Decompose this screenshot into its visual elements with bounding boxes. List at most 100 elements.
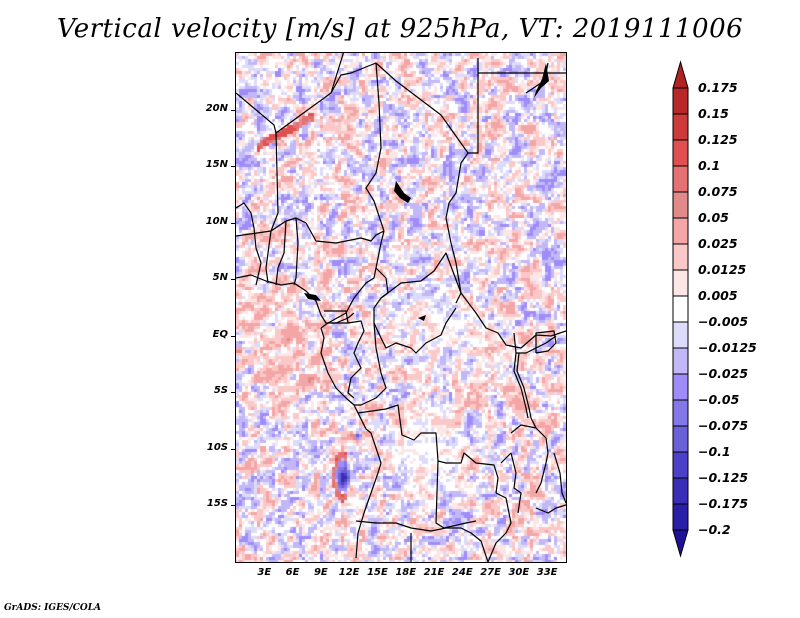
colorbar-label: 0.0125: [698, 262, 746, 277]
x-tick-label: 27E: [476, 567, 506, 578]
y-tick-mark: [231, 166, 235, 167]
border-line: [321, 328, 371, 433]
colorbar-label: 0.175: [698, 80, 738, 95]
border-line: [276, 221, 286, 285]
y-tick-label: EQ: [188, 329, 228, 340]
colorbar-swatch: [673, 244, 688, 270]
colorbar-swatch: [673, 140, 688, 166]
y-tick-label: 5N: [188, 272, 228, 283]
border-line: [554, 453, 566, 503]
x-tick-label: 24E: [447, 567, 477, 578]
colorbar-swatch: [673, 166, 688, 192]
colorbar-swatch: [673, 452, 688, 478]
border-line: [356, 433, 381, 558]
colorbar-label: −0.025: [698, 366, 748, 381]
border-line: [381, 253, 461, 298]
border-line: [236, 203, 261, 285]
border-line: [356, 521, 488, 562]
y-tick-mark: [231, 505, 235, 506]
x-tick-label: 6E: [278, 567, 308, 578]
colorbar-label: −0.05: [698, 392, 739, 407]
y-tick-mark: [231, 279, 235, 280]
colorbar-label: 0.025: [698, 236, 738, 251]
x-tick-label: 18E: [391, 567, 421, 578]
border-line: [374, 268, 388, 323]
border-line: [366, 63, 384, 231]
x-tick-label: 12E: [334, 567, 364, 578]
y-tick-label: 10N: [188, 216, 228, 227]
y-tick-mark: [231, 392, 235, 393]
y-tick-mark: [231, 223, 235, 224]
colorbar-swatch: [673, 400, 688, 426]
x-tick-label: 30E: [504, 567, 534, 578]
colorbar-label: −0.005: [698, 314, 748, 329]
colorbar-label: 0.075: [698, 184, 738, 199]
colorbar-label: 0.125: [698, 132, 738, 147]
y-tick-mark: [231, 110, 235, 111]
colorbar: [660, 55, 700, 565]
x-tick-label: 21E: [419, 567, 449, 578]
country-borders: [236, 53, 566, 562]
colorbar-label: 0.05: [698, 210, 729, 225]
x-tick-label: 9E: [306, 567, 336, 578]
border-line: [236, 58, 478, 153]
colorbar-label: 0.15: [698, 106, 729, 121]
border-line: [517, 353, 531, 418]
border-line: [446, 153, 468, 303]
border-line: [511, 425, 536, 433]
colorbar-swatch: [673, 114, 688, 140]
colorbar-swatch: [673, 192, 688, 218]
map-plot-area: [236, 53, 566, 562]
border-line: [536, 505, 566, 513]
colorbar-swatch: [673, 296, 688, 322]
colorbar-label: −0.0125: [698, 340, 757, 355]
y-tick-label: 15S: [188, 498, 228, 509]
colorbar-label: 0.1: [698, 158, 720, 173]
colorbar-swatch: [673, 322, 688, 348]
x-tick-label: 33E: [532, 567, 562, 578]
colorbar-bottom-arrow: [673, 530, 688, 556]
border-line: [266, 231, 271, 283]
border-line: [294, 218, 298, 285]
coastline-detail: [304, 293, 321, 301]
colorbar-swatch: [673, 478, 688, 504]
colorbar-top-arrow: [673, 62, 688, 88]
colorbar-swatch: [673, 426, 688, 452]
border-line: [271, 218, 384, 243]
colorbar-swatch: [673, 504, 688, 530]
border-line: [358, 405, 498, 493]
y-tick-mark: [231, 336, 235, 337]
colorbar-label: −0.1: [698, 444, 731, 459]
border-line: [324, 311, 348, 323]
x-tick-label: 15E: [362, 567, 392, 578]
border-line: [501, 453, 521, 513]
border-line: [436, 461, 476, 528]
y-tick-label: 20N: [188, 103, 228, 114]
colorbar-swatch: [673, 270, 688, 296]
x-tick-label: 3E: [249, 567, 279, 578]
border-line: [488, 493, 511, 562]
colorbar-label: −0.075: [698, 418, 748, 433]
y-tick-label: 5S: [188, 385, 228, 396]
border-line: [348, 321, 364, 398]
colorbar-swatch: [673, 374, 688, 400]
border-line: [236, 133, 278, 236]
colorbar-label: 0.005: [698, 288, 738, 303]
y-tick-label: 15N: [188, 159, 228, 170]
grads-credit: GrADS: IGES/COLA: [4, 603, 101, 613]
congo-river-fragment: [418, 315, 426, 321]
lake-chad: [394, 181, 411, 203]
colorbar-label: −0.2: [698, 522, 731, 537]
colorbar-label: −0.125: [698, 470, 748, 485]
colorbar-swatch: [673, 218, 688, 244]
border-line: [536, 331, 556, 353]
border-line: [514, 353, 528, 418]
chart-title: Vertical velocity [m/s] at 925hPa, VT: 2…: [0, 14, 800, 44]
colorbar-label: −0.175: [698, 496, 748, 511]
border-line: [331, 53, 344, 93]
y-tick-mark: [231, 449, 235, 450]
colorbar-swatch: [673, 348, 688, 374]
colorbar-swatch: [673, 88, 688, 114]
border-line: [531, 418, 548, 493]
red-sea-coast: [534, 63, 549, 98]
